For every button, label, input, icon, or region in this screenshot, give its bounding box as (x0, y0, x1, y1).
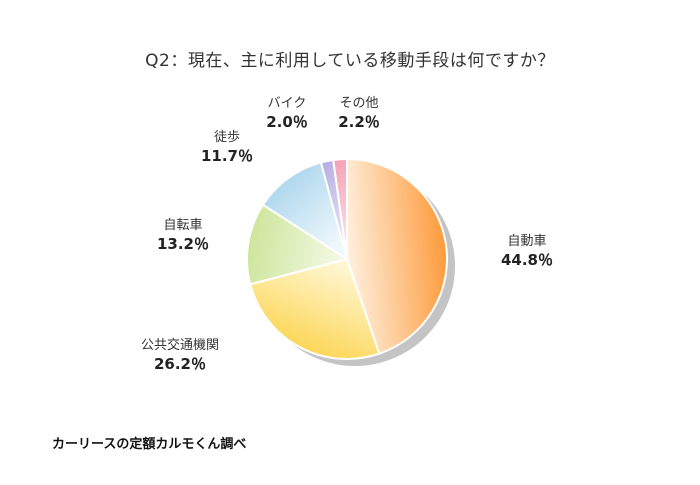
label-other: その他 2.2％ (330, 94, 388, 132)
label-bicycle-name: 自転車 (163, 218, 203, 233)
label-walk-name: 徒歩 (213, 130, 240, 145)
chart-title: Q2：現在、主に利用している移動手段は何ですか？ (145, 51, 555, 71)
label-other-name: その他 (339, 96, 379, 111)
label-motorbike-name: バイク (267, 96, 307, 111)
pie-slice-bicycle (246, 203, 350, 286)
label-other-value: 2.2％ (338, 113, 380, 131)
label-walk-value: 11.7％ (200, 147, 253, 165)
label-public-transport-value: 26.2％ (153, 355, 206, 373)
label-car-name: 自動車 (507, 234, 547, 249)
label-bicycle-value: 13.2％ (156, 235, 209, 253)
pie-slice-public-transport (249, 257, 381, 361)
label-public-transport-name: 公共交通機関 (140, 338, 219, 353)
label-car: 自動車 44.8％ (497, 232, 557, 270)
label-car-value: 44.8％ (500, 251, 553, 269)
label-bicycle: 自転車 13.2％ (152, 216, 214, 254)
pie-slice-other (332, 157, 348, 260)
pie-slice-car (346, 157, 449, 355)
label-motorbike-value: 2.0％ (266, 113, 308, 131)
source-note: カーリースの定額カルモくん調べ (52, 437, 247, 452)
label-walk: 徒歩 11.7％ (196, 128, 258, 166)
label-motorbike: バイク 2.0％ (258, 94, 316, 132)
label-public-transport: 公共交通機関 26.2％ (125, 336, 235, 374)
pie-slice-walk (261, 161, 349, 262)
